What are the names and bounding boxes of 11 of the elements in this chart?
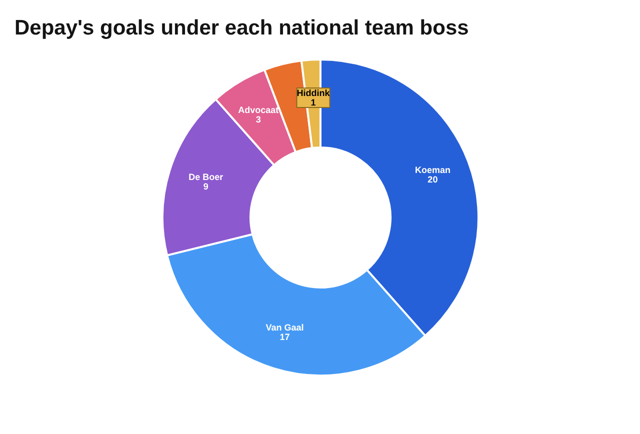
data-label: 3	[256, 114, 261, 125]
slice-label: Advocaat	[238, 105, 279, 116]
chart-title: Depay's goals under each national team boss	[14, 16, 469, 40]
slice-label: Koeman	[414, 165, 450, 176]
slice-label: Van Gaal	[266, 322, 304, 332]
data-label: 1	[310, 97, 316, 108]
data-label: 20	[428, 174, 438, 185]
data-label: 17	[280, 332, 290, 342]
data-label: 9	[203, 182, 208, 192]
slice-label: De Boer	[188, 172, 224, 182]
slice-label: Hiddink	[296, 88, 331, 98]
